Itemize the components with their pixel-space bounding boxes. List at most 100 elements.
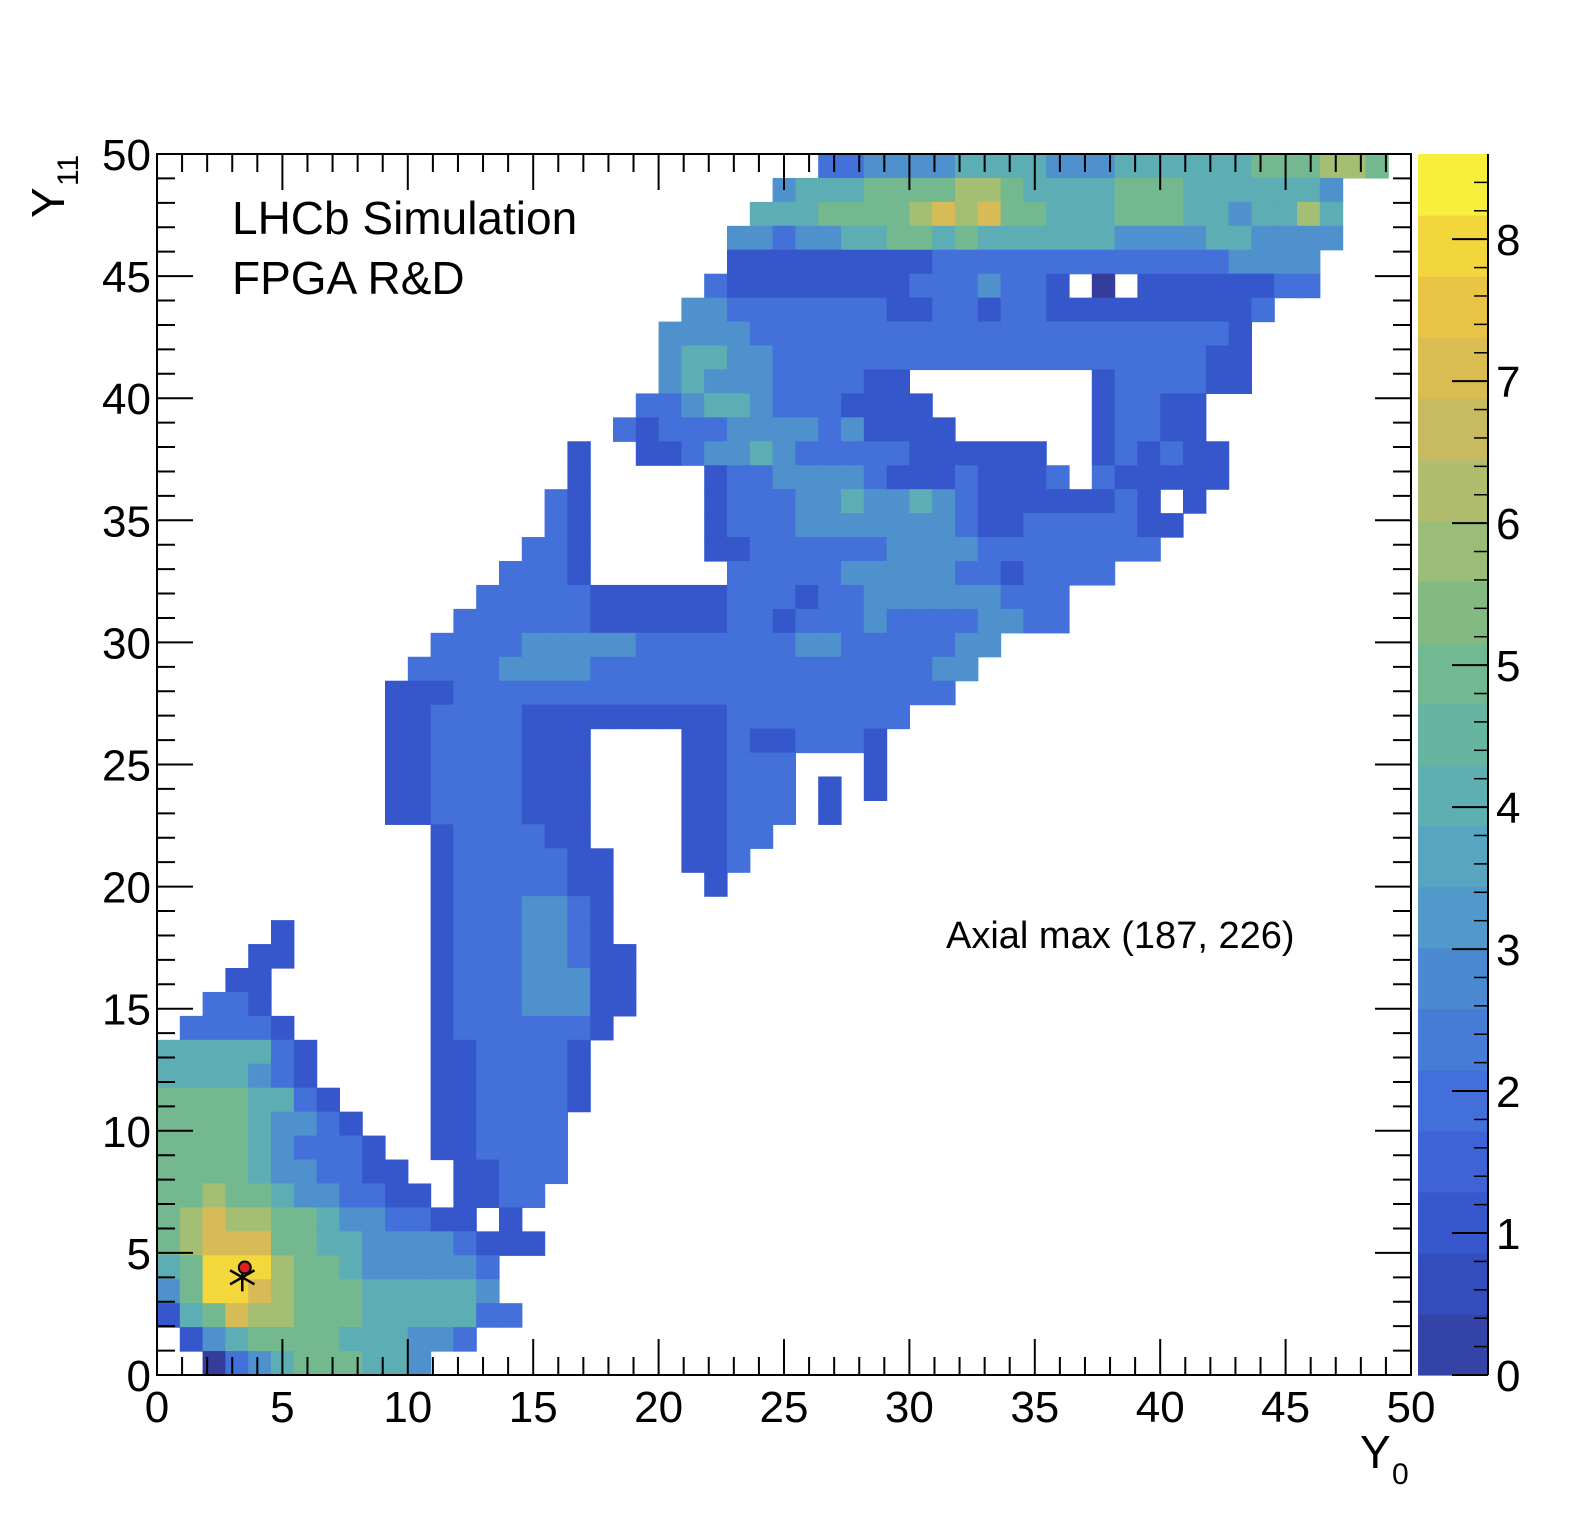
subtitle-label: FPGA R&D (232, 252, 465, 304)
heatmap-cell (613, 632, 637, 658)
heatmap-cell (863, 273, 888, 299)
heatmap-cell (453, 896, 477, 921)
heatmap-cell (499, 991, 523, 1017)
heatmap-cell (476, 896, 500, 921)
heatmap-cell (567, 489, 591, 514)
heatmap-cell (681, 800, 705, 825)
heatmap-cell (681, 656, 705, 682)
heatmap-cell (385, 704, 409, 730)
heatmap-cell (863, 465, 888, 490)
heatmap-cell (567, 800, 591, 825)
heatmap-cell (704, 800, 728, 825)
heatmap-cell (932, 417, 956, 442)
heatmap-cell (772, 393, 796, 418)
heatmap-cell (1000, 513, 1024, 538)
heatmap-cell (841, 656, 865, 682)
heatmap-cell (271, 1111, 295, 1137)
heatmap-cell (635, 632, 660, 658)
heatmap-cell (909, 273, 933, 299)
colorbar (1418, 154, 1489, 1376)
heatmap-cell (1228, 225, 1252, 251)
heatmap-cell (385, 1183, 409, 1209)
heatmap-cell (1091, 537, 1116, 562)
heatmap-cell (841, 345, 865, 371)
heatmap-cell (841, 704, 865, 730)
heatmap-cell (521, 848, 546, 873)
heatmap-cell (202, 1279, 226, 1304)
heatmap-cell (749, 537, 774, 562)
heatmap-cell (271, 1303, 295, 1328)
heatmap-cell (727, 656, 751, 682)
heatmap-cell (499, 872, 523, 897)
heatmap-cell (681, 584, 705, 610)
heatmap-cell (499, 896, 523, 921)
colorbar-ticks: 0 1 2 3 4 5 6 7 8 (1452, 181, 1520, 1401)
heatmap-cell (727, 321, 751, 347)
heatmap-cell (202, 1255, 226, 1280)
heatmap-cell (818, 273, 842, 299)
heatmap-cell (521, 1087, 546, 1113)
heatmap-cell (1091, 345, 1116, 371)
heatmap-cell (453, 656, 477, 682)
heatmap-cell (818, 201, 842, 227)
heatmap-cell (795, 441, 819, 466)
heatmap-cell (407, 1255, 432, 1280)
heatmap-cell (886, 201, 910, 227)
heatmap-cell (385, 1351, 409, 1376)
heatmap-cell (567, 1015, 591, 1041)
heatmap-cell (681, 680, 705, 706)
heatmap-cell (499, 608, 523, 634)
heatmap-cell (1137, 393, 1161, 418)
heatmap-cell (476, 1279, 500, 1304)
heatmap-cell (1023, 273, 1047, 299)
heatmap-cell (1046, 321, 1070, 347)
heatmap-cell (635, 608, 660, 634)
heatmap-cell (453, 752, 477, 778)
heatmap-cell (271, 1231, 295, 1256)
heatmap-cell (704, 441, 728, 466)
heatmap-cell (521, 537, 546, 562)
heatmap-cell (749, 561, 774, 586)
heatmap-cell (1228, 297, 1252, 323)
heatmap-cell (430, 848, 454, 873)
heatmap-cell (430, 776, 454, 802)
heatmap-cell (681, 776, 705, 802)
heatmap-cell (727, 441, 751, 466)
heatmap-cell (818, 441, 842, 466)
heatmap-cell (635, 393, 660, 418)
heatmap-cell (704, 297, 728, 323)
heatmap-cell (955, 249, 979, 275)
heatmap-cell (271, 1135, 295, 1161)
heatmap-cell (818, 776, 842, 802)
heatmap-cell (909, 513, 933, 538)
heatmap-cell (909, 656, 933, 682)
heatmap-cell (977, 154, 1002, 179)
heatmap-cell (886, 345, 910, 371)
heatmap-cell (818, 297, 842, 323)
heatmap-cell (1205, 201, 1230, 227)
heatmap-cell (886, 561, 910, 586)
heatmap-cell (453, 1207, 477, 1232)
heatmap-cell (1023, 345, 1047, 371)
y-tick-label: 10 (102, 1108, 151, 1157)
heatmap-cell (932, 489, 956, 514)
heatmap-cell (590, 991, 614, 1017)
heatmap-cell (453, 1111, 477, 1137)
heatmap-cell (362, 1279, 386, 1304)
heatmap-cell (1183, 489, 1207, 514)
heatmap-cell (841, 728, 865, 754)
heatmap-cell (1023, 321, 1047, 347)
heatmap-cell (430, 920, 454, 945)
heatmap-cell (179, 1015, 204, 1041)
heatmap-cell (1297, 273, 1321, 299)
heatmap-cell (476, 1135, 500, 1161)
heatmap-cell (476, 728, 500, 754)
heatmap-cell (225, 1063, 249, 1089)
heatmap-cell (1069, 321, 1093, 347)
heatmap-cell (453, 1063, 477, 1089)
heatmap-cell (1205, 441, 1230, 466)
heatmap-cell (567, 537, 591, 562)
heatmap-cell (1205, 249, 1230, 275)
y-tick-label: 45 (102, 253, 151, 302)
heatmap-cell (248, 1087, 272, 1113)
